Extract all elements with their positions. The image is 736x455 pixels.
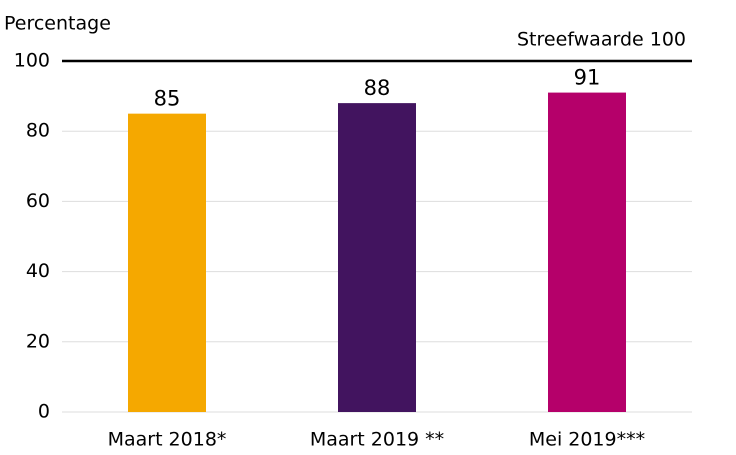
x-tick-label: Mei 2019*** (529, 429, 645, 451)
x-tick-label: Maart 2019 ** (310, 429, 444, 451)
data-label: 91 (574, 66, 601, 90)
y-tick-label: 100 (14, 50, 50, 72)
y-tick-label: 40 (26, 260, 50, 282)
y-tick-label: 20 (26, 330, 50, 352)
y-tick-label: 80 (26, 120, 50, 142)
y-tick-label: 0 (38, 401, 50, 423)
bar (128, 113, 206, 413)
data-label: 88 (364, 76, 391, 100)
data-label: 85 (154, 87, 181, 111)
bar (338, 103, 416, 413)
y-axis-label: Percentage (4, 13, 111, 35)
reference-label: Streefwaarde 100 (517, 29, 686, 51)
bar (548, 92, 626, 412)
y-tick-label: 60 (26, 190, 50, 212)
x-tick-label: Maart 2018* (108, 429, 227, 451)
